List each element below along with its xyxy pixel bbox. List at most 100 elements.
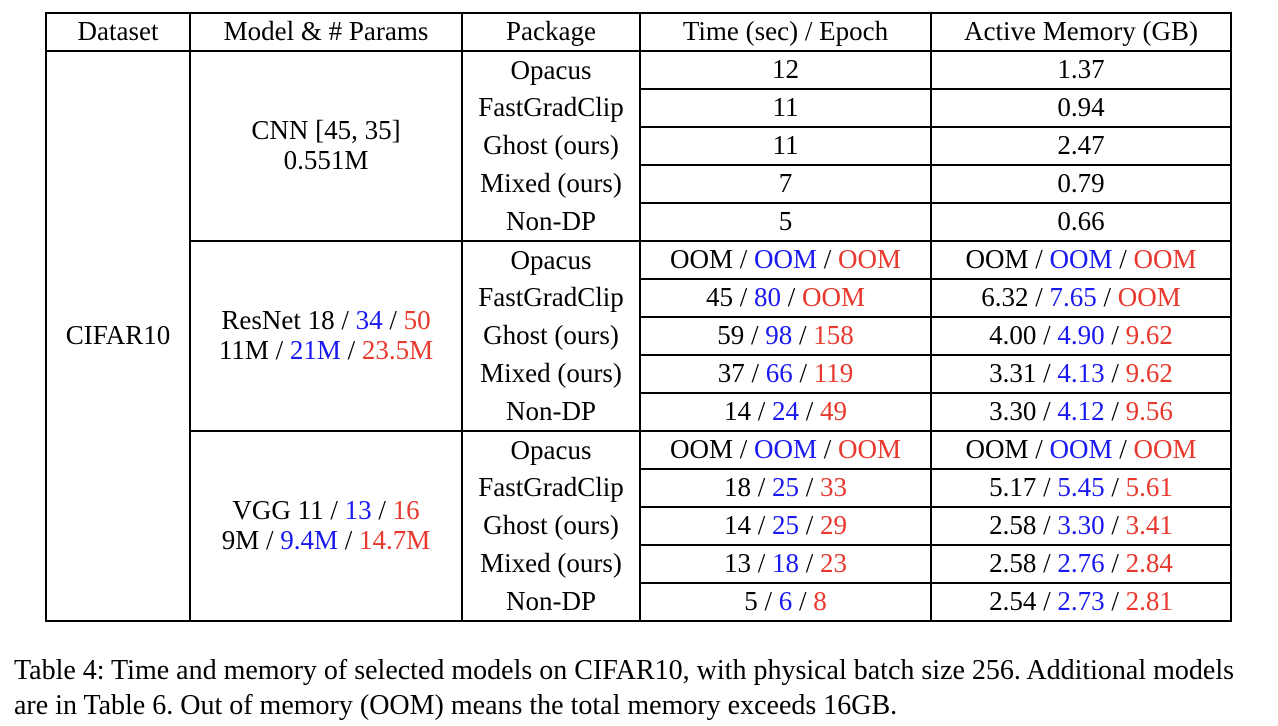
col-header-package: Package [461,13,640,52]
value-part-1: 59 [717,320,745,351]
model-params: 11M / 21M / 23.5M [195,335,457,366]
value-separator: / [732,282,754,313]
value-part-2: 5.45 [1057,472,1105,503]
value-part-3: OOM [802,282,866,313]
value-separator: / [1028,244,1050,275]
value-part-1: OOM [965,244,1029,275]
value-part-3: 33 [820,472,848,503]
value-separator: / [1028,282,1050,313]
time-cell: 12 [639,51,931,90]
value-separator: / [757,586,779,617]
value-part-3: 3.41 [1125,510,1173,541]
value-part-1: 9M [221,525,260,555]
model-params: 9M / 9.4M / 14.7M [195,525,457,556]
value-part-2: 25 [772,510,799,541]
value-part-2: 2.73 [1057,586,1105,617]
value-part-1: 2.58 [989,510,1037,541]
value-separator: / [371,495,393,526]
value-part-1: 11M [218,335,269,365]
value-part-1: ResNet 18 [221,305,335,336]
value-separator: / [1028,434,1050,465]
value-part-2: 6 [778,586,793,617]
col-header-model-params: Model & # Params [189,13,462,52]
model-cell-resnet: ResNet 18 / 34 / 50 11M / 21M / 23.5M [189,241,462,432]
package-cell: Opacus [461,51,640,89]
value-part-3: 16 [392,495,420,526]
memory-cell: 1.37 [930,51,1231,90]
value-separator: / [1112,244,1134,275]
col-header-time-per-epoch: Time (sec) / Epoch [639,13,931,52]
value-part-1: OOM [965,434,1029,465]
value-part-2: 13 [344,495,372,526]
model-cell-vgg: VGG 11 / 13 / 16 9M / 9.4M / 14.7M [189,431,462,621]
memory-cell: 4.00 / 4.90 / 9.62 [930,317,1231,356]
time-cell: 13 / 18 / 23 [639,545,931,584]
value-part-1: 13 [723,548,751,579]
time-cell: 11 [639,127,931,166]
value-part-2: 18 [772,548,799,579]
value-part-3: OOM [1117,282,1181,313]
value-part-1: 18 [723,472,751,503]
value-separator: / [799,510,821,541]
time-cell: 14 / 24 / 49 [639,393,931,432]
package-cell: Mixed (ours) [461,355,640,393]
value-separator: / [792,586,814,617]
value-separator: / [1096,282,1118,313]
value-separator: / [750,396,772,427]
model-name: CNN [45, 35] [195,115,457,146]
value-part-1: 4.00 [989,320,1037,351]
value-part-3: OOM [838,244,902,275]
value-separator: / [744,320,766,351]
value-separator: / [340,335,362,365]
memory-cell: 3.31 / 4.13 / 9.62 [930,355,1231,394]
value-part-2: 4.13 [1057,358,1105,389]
model-params: 0.551M [195,145,457,176]
dataset-cell: CIFAR10 [65,320,171,351]
memory-cell: OOM / OOM / OOM [930,431,1231,470]
package-cell: Ghost (ours) [461,507,640,545]
time-cell: 18 / 25 / 33 [639,469,931,508]
package-cell: Non-DP [461,203,640,242]
table-row: Non-DP 5 / 6 / 8 2.54 / 2.73 / 2.81 [46,583,1231,621]
value-part-1: 37 [717,358,745,389]
package-cell: Opacus [461,241,640,279]
value-separator: / [259,525,281,555]
model-name: VGG 11 / 13 / 16 [195,495,457,526]
table-row: FastGradClip 45 / 80 / OOM 6.32 / 7.65 /… [46,279,1231,318]
value-part-1: 0.94 [1057,92,1105,123]
value-part-1: 3.31 [989,358,1037,389]
value-separator: / [780,282,802,313]
value-part-3: 8 [813,586,827,617]
value-part-3: 119 [813,358,854,389]
table-row: Mixed (ours) 13 / 18 / 23 2.58 / 2.76 / … [46,545,1231,584]
time-cell: OOM / OOM / OOM [639,431,931,470]
value-separator: / [334,305,356,336]
value-part-1: 14 [723,396,751,427]
table-row: FastGradClip 18 / 25 / 33 5.17 / 5.45 / … [46,469,1231,508]
value-separator: / [1104,472,1126,503]
package-cell: Opacus [461,431,640,469]
value-separator: / [799,472,821,503]
time-cell: 45 / 80 / OOM [639,279,931,318]
value-part-1: 6.32 [981,282,1029,313]
package-cell: Mixed (ours) [461,165,640,203]
value-separator: / [750,510,772,541]
table-row: ResNet 18 / 34 / 50 11M / 21M / 23.5M Op… [46,241,1231,432]
value-part-3: 2.84 [1125,548,1173,579]
memory-cell: 0.66 [930,203,1231,242]
value-part-2: OOM [1049,434,1113,465]
table-row: Mixed (ours) 37 / 66 / 119 3.31 / 4.13 /… [46,355,1231,394]
value-separator: / [750,548,772,579]
package-cell: FastGradClip [461,279,640,317]
value-part-1: OOM [669,434,733,465]
value-part-1: OOM [669,244,733,275]
model-name: ResNet 18 / 34 / 50 [195,305,457,336]
value-part-2: 21M [289,335,341,365]
value-separator: / [1104,548,1126,579]
value-separator: / [1036,396,1058,427]
value-part-3: 29 [820,510,848,541]
table-row: Non-DP 14 / 24 / 49 3.30 / 4.12 / 9.56 [46,393,1231,432]
value-part-2: OOM [1049,244,1113,275]
table-row: Ghost (ours) 59 / 98 / 158 4.00 / 4.90 /… [46,317,1231,356]
value-part-1: 3.30 [989,396,1037,427]
